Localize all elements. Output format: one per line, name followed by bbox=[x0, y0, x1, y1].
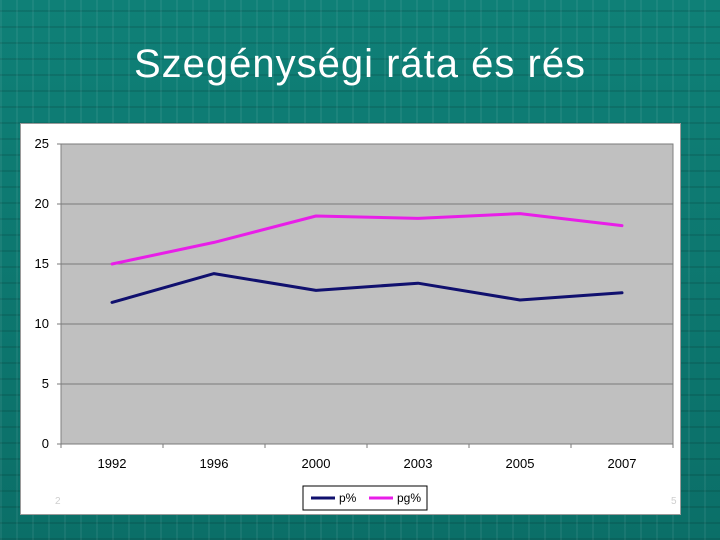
series-line-p bbox=[110, 272, 624, 304]
x-tick-label: 2000 bbox=[302, 456, 331, 471]
legend-label: p% bbox=[339, 491, 357, 505]
x-axis-tick-labels: 1992 1996 2000 2003 2005 2007 bbox=[98, 456, 637, 471]
legend: p% pg% bbox=[302, 485, 428, 511]
y-axis-tick-labels: 0 5 10 15 20 25 bbox=[35, 136, 49, 451]
chart-container: 0 5 10 15 20 25 1992 1996 2000 2003 2005 2007 p% pg… bbox=[20, 123, 681, 515]
y-tick-label: 20 bbox=[35, 196, 49, 211]
plot-area bbox=[60, 143, 674, 445]
y-tick-label: 10 bbox=[35, 316, 49, 331]
x-tick-label: 2003 bbox=[404, 456, 433, 471]
series-line-pg bbox=[110, 212, 624, 266]
x-tick-label: 2007 bbox=[608, 456, 637, 471]
footer-left-mark: 2 bbox=[55, 496, 61, 507]
gridlines bbox=[57, 143, 674, 448]
series-lines bbox=[110, 212, 624, 304]
y-tick-label: 5 bbox=[42, 376, 49, 391]
y-tick-label: 0 bbox=[42, 436, 49, 451]
y-tick-label: 15 bbox=[35, 256, 49, 271]
legend-label: pg% bbox=[397, 491, 421, 505]
footer-right-mark: 5 bbox=[671, 496, 677, 507]
x-tick-label: 1992 bbox=[98, 456, 127, 471]
y-tick-label: 25 bbox=[35, 136, 49, 151]
slide-title: Szegénységi ráta és rés bbox=[133, 42, 587, 86]
x-tick-label: 1996 bbox=[200, 456, 229, 471]
x-tick-label: 2005 bbox=[506, 456, 535, 471]
